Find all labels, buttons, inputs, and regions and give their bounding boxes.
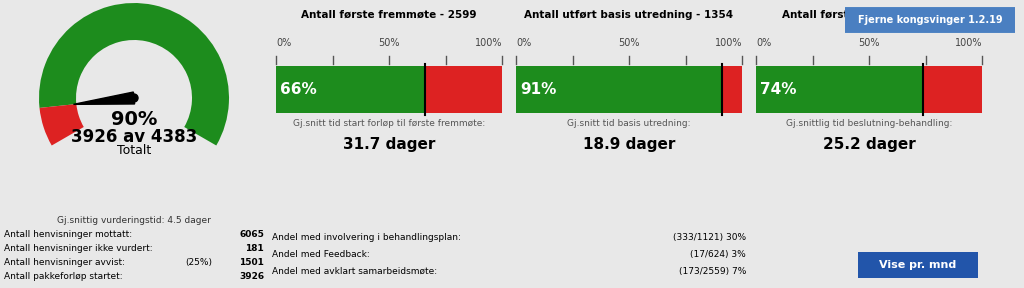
Text: Fjerne kongsvinger 1.2.19: Fjerne kongsvinger 1.2.19 xyxy=(858,15,1002,25)
Circle shape xyxy=(130,94,138,102)
Text: Antall henvisninger ikke vurdert:: Antall henvisninger ikke vurdert: xyxy=(4,244,153,253)
Bar xyxy=(425,66,502,113)
Text: Andel med avklart samarbeidsmøte:: Andel med avklart samarbeidsmøte: xyxy=(272,267,437,276)
Text: Gj.snittlig tid beslutning-behandling:: Gj.snittlig tid beslutning-behandling: xyxy=(785,119,952,128)
Text: Antall henvisninger mottatt:: Antall henvisninger mottatt: xyxy=(4,230,132,239)
Text: 31.7 dager: 31.7 dager xyxy=(343,137,435,152)
Text: Andel med involvering i behandlingsplan:: Andel med involvering i behandlingsplan: xyxy=(272,233,461,242)
Text: 18.9 dager: 18.9 dager xyxy=(583,137,675,152)
Text: Andel med Feedback:: Andel med Feedback: xyxy=(272,250,370,259)
Text: (25%): (25%) xyxy=(185,258,212,267)
Wedge shape xyxy=(39,3,229,145)
Bar xyxy=(722,66,742,113)
Text: 66%: 66% xyxy=(280,82,316,97)
Text: 3926: 3926 xyxy=(239,272,264,281)
Text: 50%: 50% xyxy=(378,38,399,48)
Text: Gj.snitt tid basis utredning:: Gj.snitt tid basis utredning: xyxy=(567,119,691,128)
Text: (173/2559) 7%: (173/2559) 7% xyxy=(679,267,746,276)
FancyBboxPatch shape xyxy=(834,6,1024,34)
Text: 3926 av 4383: 3926 av 4383 xyxy=(71,128,198,146)
Text: 0%: 0% xyxy=(276,38,291,48)
Bar xyxy=(276,66,425,113)
Text: 50%: 50% xyxy=(858,38,880,48)
Text: Antall pakkeforløp startet:: Antall pakkeforløp startet: xyxy=(4,272,123,281)
Bar xyxy=(756,66,924,113)
Text: Antall første fremmøte - 2599: Antall første fremmøte - 2599 xyxy=(301,10,477,20)
Polygon shape xyxy=(74,92,134,104)
Text: 91%: 91% xyxy=(520,82,556,97)
Text: Totalt: Totalt xyxy=(117,144,152,157)
Text: Antall første evaluering - 118: Antall første evaluering - 118 xyxy=(782,10,955,20)
Text: 50%: 50% xyxy=(618,38,640,48)
Text: 0%: 0% xyxy=(516,38,531,48)
Text: Antall utført basis utredning - 1354: Antall utført basis utredning - 1354 xyxy=(524,10,733,20)
FancyBboxPatch shape xyxy=(850,251,986,279)
Text: (17/624) 3%: (17/624) 3% xyxy=(690,250,746,259)
Text: Gj.snittig vurderingstid: 4.5 dager: Gj.snittig vurderingstid: 4.5 dager xyxy=(57,216,211,225)
Text: Antall henvisninger avvist:: Antall henvisninger avvist: xyxy=(4,258,125,267)
Bar xyxy=(924,66,982,113)
Text: Gj.snitt tid start forløp til første fremmøte:: Gj.snitt tid start forløp til første fre… xyxy=(293,119,485,128)
Text: 100%: 100% xyxy=(715,38,742,48)
Text: 100%: 100% xyxy=(954,38,982,48)
Text: 90%: 90% xyxy=(111,110,158,129)
Text: 1501: 1501 xyxy=(240,258,264,267)
Text: Vise pr. mnd: Vise pr. mnd xyxy=(880,260,956,270)
Text: 181: 181 xyxy=(246,244,264,253)
Text: 100%: 100% xyxy=(474,38,502,48)
Wedge shape xyxy=(40,104,84,145)
Text: 25.2 dager: 25.2 dager xyxy=(822,137,915,152)
Text: (333/1121) 30%: (333/1121) 30% xyxy=(673,233,746,242)
Text: 74%: 74% xyxy=(760,82,797,97)
Bar xyxy=(516,66,722,113)
Text: 0%: 0% xyxy=(756,38,771,48)
Text: 6065: 6065 xyxy=(240,230,264,239)
